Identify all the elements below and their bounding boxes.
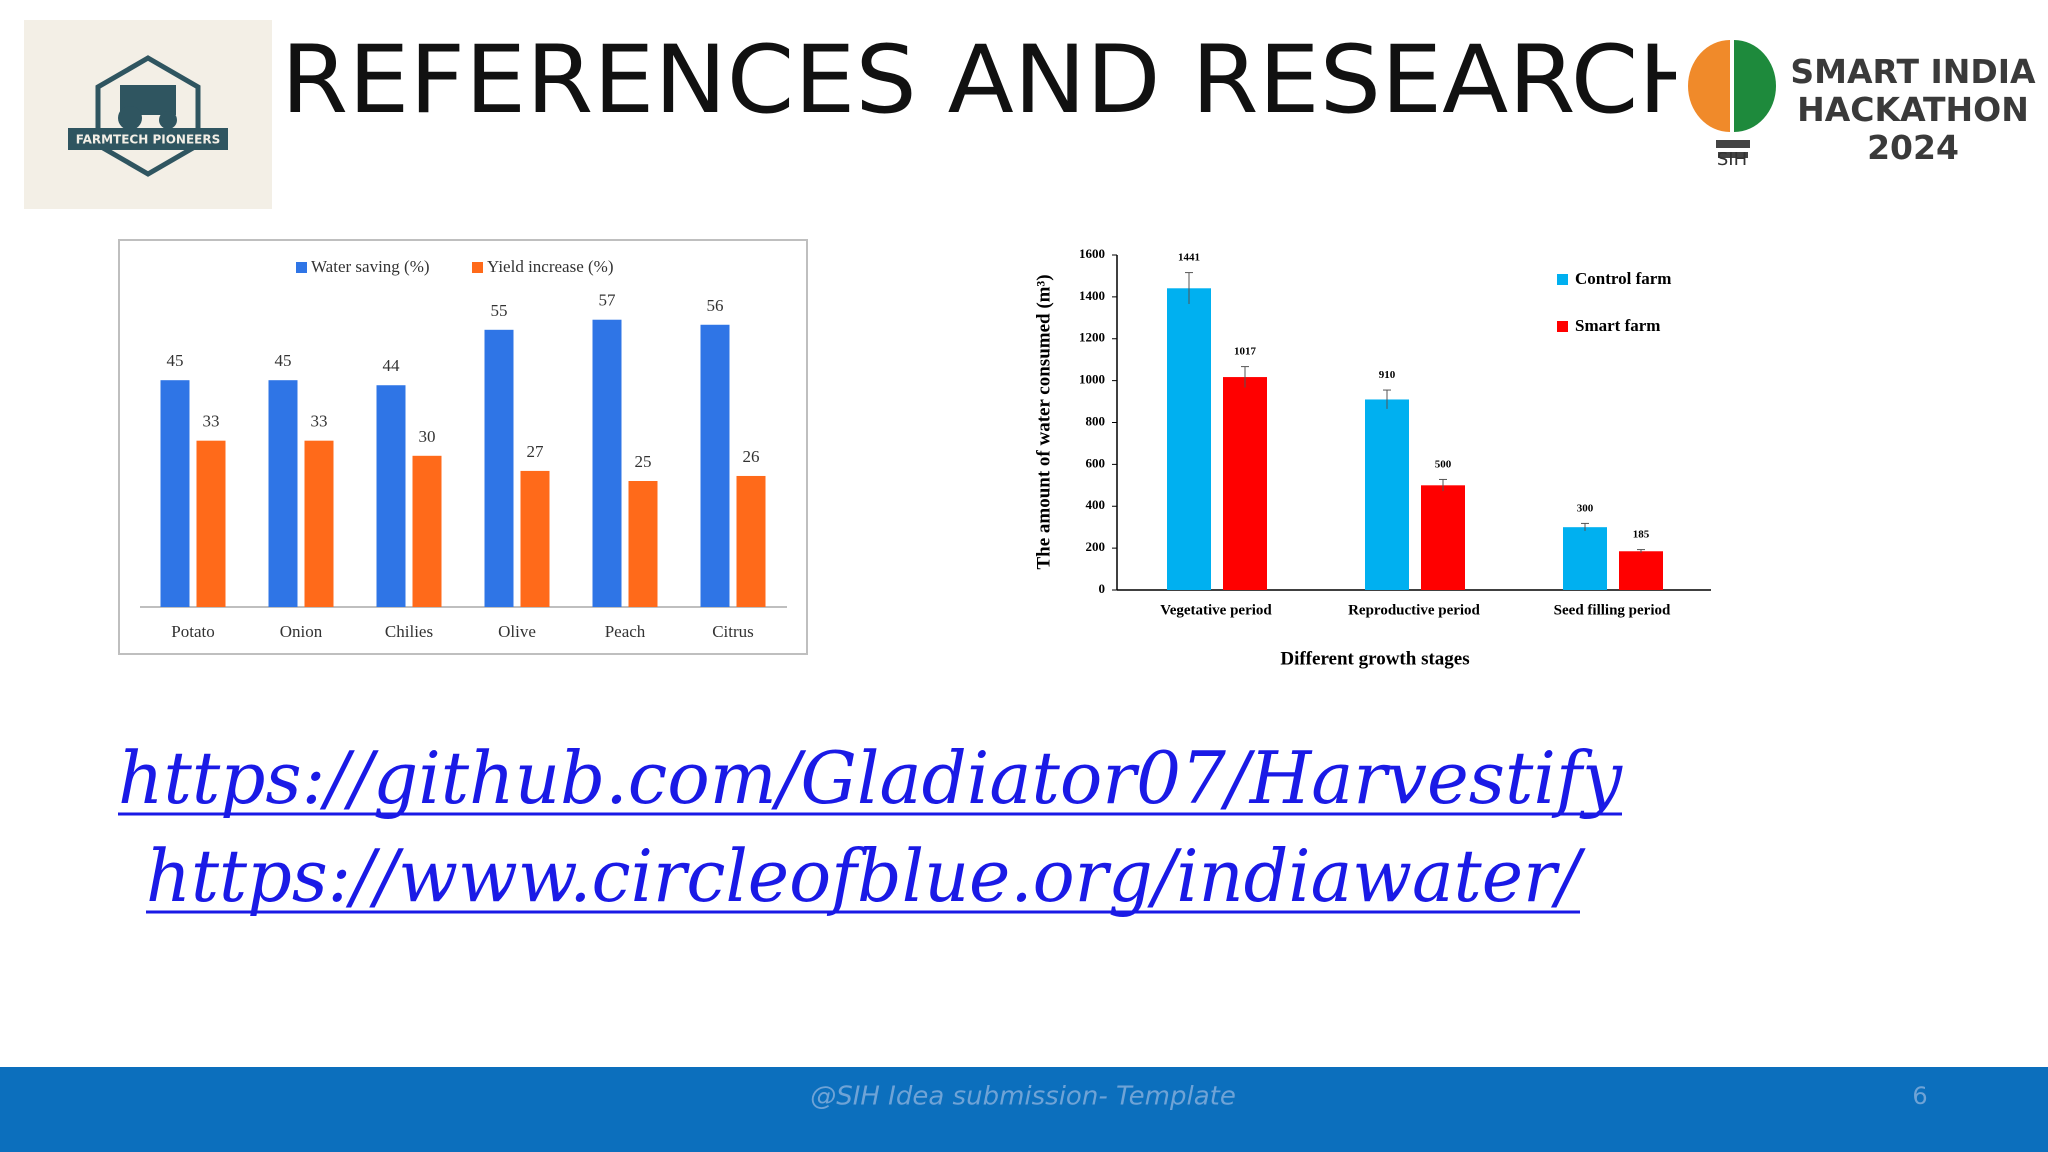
legend-swatch [296, 262, 307, 273]
legend-label: Control farm [1575, 269, 1671, 288]
value-label: 56 [707, 296, 724, 315]
bar [484, 329, 514, 607]
legend-swatch [472, 262, 483, 273]
y-tick-label: 200 [1086, 539, 1106, 554]
value-label: 33 [203, 412, 220, 431]
x-tick-label: Reproductive period [1348, 602, 1480, 618]
x-tick-label: Vegetative period [1160, 602, 1272, 618]
value-label: 1017 [1234, 346, 1257, 358]
bar [304, 440, 334, 607]
bar [1223, 377, 1267, 590]
bar [700, 324, 730, 607]
bar [736, 475, 766, 607]
bar [376, 385, 406, 607]
legend-label: Smart farm [1575, 316, 1660, 335]
title: REFERENCES AND RESEARCH [281, 26, 1711, 135]
bar [412, 455, 442, 607]
value-label: 45 [275, 351, 292, 370]
y-tick-label: 1200 [1079, 330, 1105, 345]
x-axis-title: Different growth stages [1280, 648, 1469, 669]
footer-text: @SIH Idea submission- Template [810, 1082, 1236, 1112]
x-tick-label: Peach [605, 622, 646, 641]
y-tick-label: 600 [1086, 455, 1106, 470]
value-label: 185 [1633, 529, 1650, 541]
value-label: 300 [1577, 502, 1594, 514]
legend-swatch [1557, 321, 1568, 332]
bar [196, 440, 226, 607]
value-label: 33 [311, 412, 328, 431]
bar [160, 380, 190, 607]
value-label: 910 [1379, 369, 1396, 381]
legend-swatch [1557, 274, 1568, 285]
value-label: 57 [599, 291, 617, 310]
bar [520, 470, 550, 607]
bar [1365, 399, 1409, 590]
logo-text: FARMTECH PIONEERS [76, 133, 220, 147]
bar [268, 380, 298, 607]
x-tick-label: Citrus [712, 622, 754, 641]
badge-icon-text: SIH [1717, 149, 1747, 170]
x-tick-label: Seed filling period [1554, 602, 1671, 618]
badge-line: 2024 [1867, 128, 1959, 167]
y-tick-label: 1400 [1079, 288, 1105, 303]
y-tick-label: 1000 [1079, 372, 1105, 387]
x-tick-label: Onion [280, 622, 323, 641]
value-label: 55 [491, 301, 508, 320]
team-logo: FARMTECH PIONEERS [24, 20, 272, 209]
value-label: 25 [635, 452, 652, 471]
bar [1167, 288, 1211, 590]
value-label: 45 [167, 351, 184, 370]
value-label: 44 [383, 356, 401, 375]
value-label: 500 [1435, 458, 1452, 470]
value-label: 27 [527, 442, 545, 461]
footer-bar [0, 1067, 2048, 1152]
bar [1563, 527, 1607, 590]
badge-line: SMART INDIA [1790, 52, 2036, 91]
x-tick-label: Olive [498, 622, 536, 641]
bar [628, 481, 658, 607]
page-number: 6 [1912, 1082, 1927, 1110]
value-label: 1441 [1178, 252, 1200, 264]
bar [1421, 485, 1465, 590]
y-tick-label: 800 [1086, 413, 1106, 428]
y-axis-title: The amount of water consumed (m³) [1033, 274, 1054, 569]
badge-line: HACKATHON [1797, 90, 2029, 129]
value-label: 26 [743, 447, 760, 466]
x-tick-label: Potato [171, 622, 214, 641]
reference-link[interactable]: https://github.com/Gladiator07/Harvestif… [118, 736, 1623, 820]
bar [1619, 551, 1663, 590]
legend-label: Yield increase (%) [487, 257, 614, 276]
bar [592, 319, 622, 607]
reference-link[interactable]: https://www.circleofblue.org/indiawater/ [146, 834, 1587, 918]
y-tick-label: 400 [1086, 497, 1106, 512]
legend-label: Water saving (%) [311, 257, 430, 276]
x-tick-label: Chilies [385, 622, 433, 641]
y-tick-label: 1600 [1079, 246, 1105, 261]
y-tick-label: 0 [1099, 581, 1106, 596]
chart-frame [118, 239, 808, 655]
value-label: 30 [419, 427, 436, 446]
